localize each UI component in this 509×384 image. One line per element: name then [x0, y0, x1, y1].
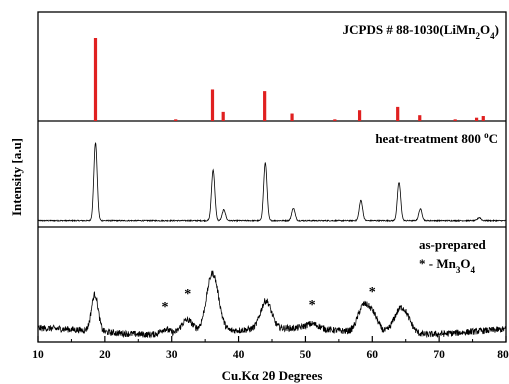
- x-tick-label: 30: [166, 349, 178, 361]
- reference-bar: [210, 89, 215, 121]
- reference-label: JCPDS # 88-1030(LiMn2O4): [343, 22, 499, 41]
- as-prepared-line: [37, 270, 507, 339]
- reference-bar: [174, 119, 178, 121]
- heat-treatment-series: [37, 141, 507, 223]
- mn3o4-markers: * * * *: [162, 285, 376, 315]
- reference-bar: [481, 116, 485, 121]
- x-axis-ticks: 10 20 30 40 50 60 70 80: [32, 336, 509, 361]
- x-tick-label: 80: [497, 349, 509, 361]
- mn3o4-legend-label: * - Mn3O4: [419, 256, 475, 275]
- mn3o4-asterisk: *: [162, 300, 169, 315]
- x-tick-label: 20: [99, 349, 111, 361]
- reference-bar: [290, 113, 294, 121]
- reference-bar: [453, 119, 457, 121]
- reference-bar: [474, 117, 479, 121]
- reference-bar: [357, 110, 362, 121]
- heat-treatment-label: heat-treatment 800 oC: [375, 130, 498, 146]
- reference-bars-series: [93, 38, 485, 121]
- x-tick-label: 70: [433, 349, 445, 361]
- x-tick-label: 40: [233, 349, 245, 361]
- mn3o4-asterisk: *: [369, 285, 376, 300]
- as-prepared-series: [37, 270, 507, 339]
- reference-bar: [418, 115, 422, 121]
- x-axis-title: Cu.Kα 2θ Degrees: [222, 368, 323, 383]
- reference-bar: [396, 106, 400, 121]
- x-tick-label: 60: [367, 349, 379, 361]
- as-prepared-label: as-prepared: [419, 237, 486, 252]
- y-axis-title: Intensity [a.u]: [9, 138, 24, 216]
- x-tick-label: 10: [32, 349, 44, 361]
- reference-bar: [333, 119, 337, 121]
- mn3o4-asterisk: *: [309, 298, 316, 313]
- reference-bar: [221, 111, 225, 121]
- reference-bar: [93, 38, 98, 121]
- heat-treatment-line: [37, 141, 507, 223]
- x-tick-label: 50: [300, 349, 312, 361]
- mn3o4-asterisk: *: [184, 287, 191, 302]
- reference-bar: [263, 91, 267, 121]
- plot-frame: [37, 11, 507, 343]
